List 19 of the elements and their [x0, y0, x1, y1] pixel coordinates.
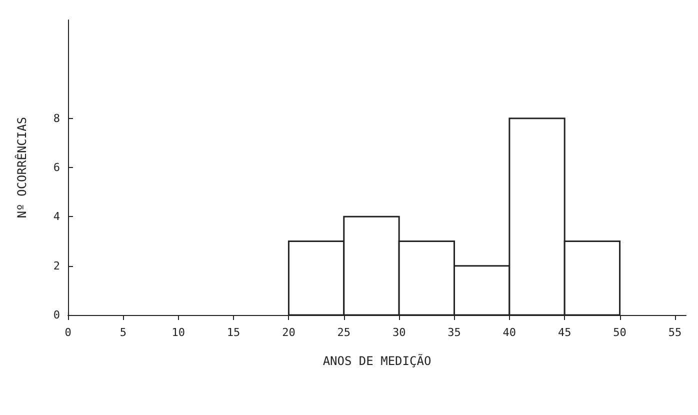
x-tick-label: 30	[392, 326, 406, 339]
y-axis-title: Nº OCORRÊNCIAS	[14, 116, 29, 218]
y-tick-label: 6	[53, 161, 60, 174]
x-tick-label: 40	[502, 326, 516, 339]
x-tick-label: 5	[120, 326, 126, 339]
y-tick-label: 4	[53, 210, 60, 224]
x-tick-label: 35	[448, 326, 461, 339]
x-tick-label: 10	[172, 326, 185, 339]
x-tick-label: 25	[337, 326, 351, 339]
y-tick-label: 0	[53, 308, 60, 322]
x-tick-label: 20	[282, 326, 296, 339]
x-axis-title: ANOS DE MEDIÇÃO	[322, 353, 432, 368]
x-tick-label: 0	[64, 326, 72, 339]
x-tick-label: 55	[668, 326, 682, 339]
x-tick-label: 50	[613, 326, 626, 339]
y-tick-label: 8	[53, 112, 60, 125]
y-tick-label: 2	[53, 259, 60, 272]
x-tick-label: 45	[558, 326, 572, 339]
x-tick-label: 15	[226, 326, 240, 339]
